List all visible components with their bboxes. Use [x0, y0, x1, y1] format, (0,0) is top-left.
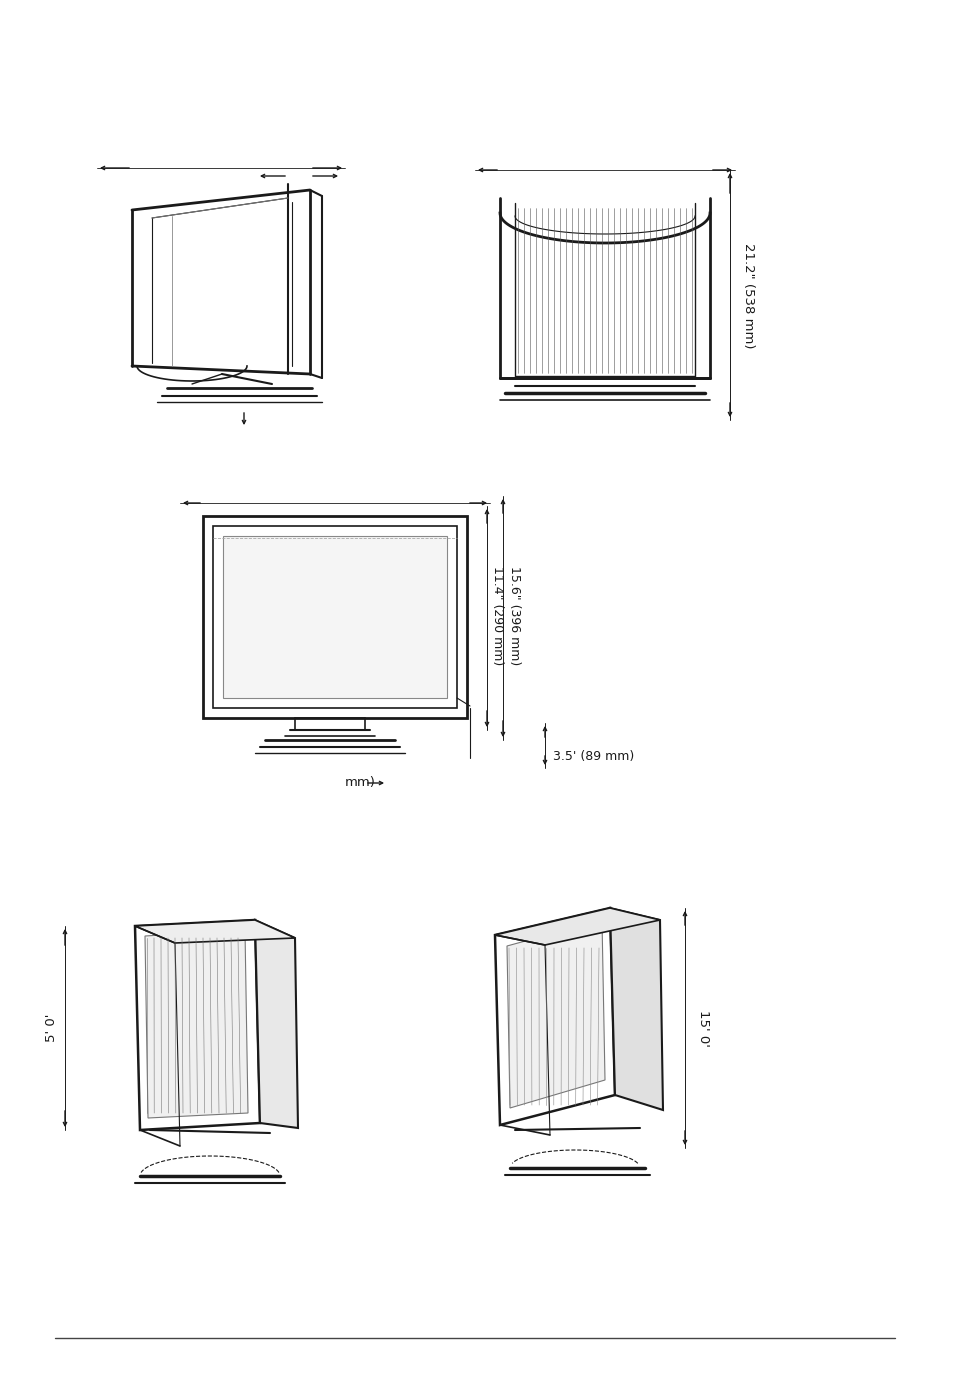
Polygon shape [506, 920, 604, 1108]
Text: 5' 0': 5' 0' [46, 1013, 58, 1042]
Polygon shape [223, 537, 447, 698]
Polygon shape [135, 920, 294, 942]
Polygon shape [254, 920, 297, 1129]
Polygon shape [145, 930, 248, 1118]
Text: mm): mm) [345, 776, 375, 790]
Polygon shape [609, 908, 662, 1111]
Polygon shape [495, 908, 659, 945]
Text: 15' 0': 15' 0' [697, 1009, 709, 1047]
Text: 21.2" (538 mm): 21.2" (538 mm) [741, 243, 754, 349]
Text: 15.6" (396 mm): 15.6" (396 mm) [507, 566, 520, 666]
Text: 3.5' (89 mm): 3.5' (89 mm) [553, 749, 634, 763]
Text: 11.4" (290 mm): 11.4" (290 mm) [491, 566, 503, 666]
